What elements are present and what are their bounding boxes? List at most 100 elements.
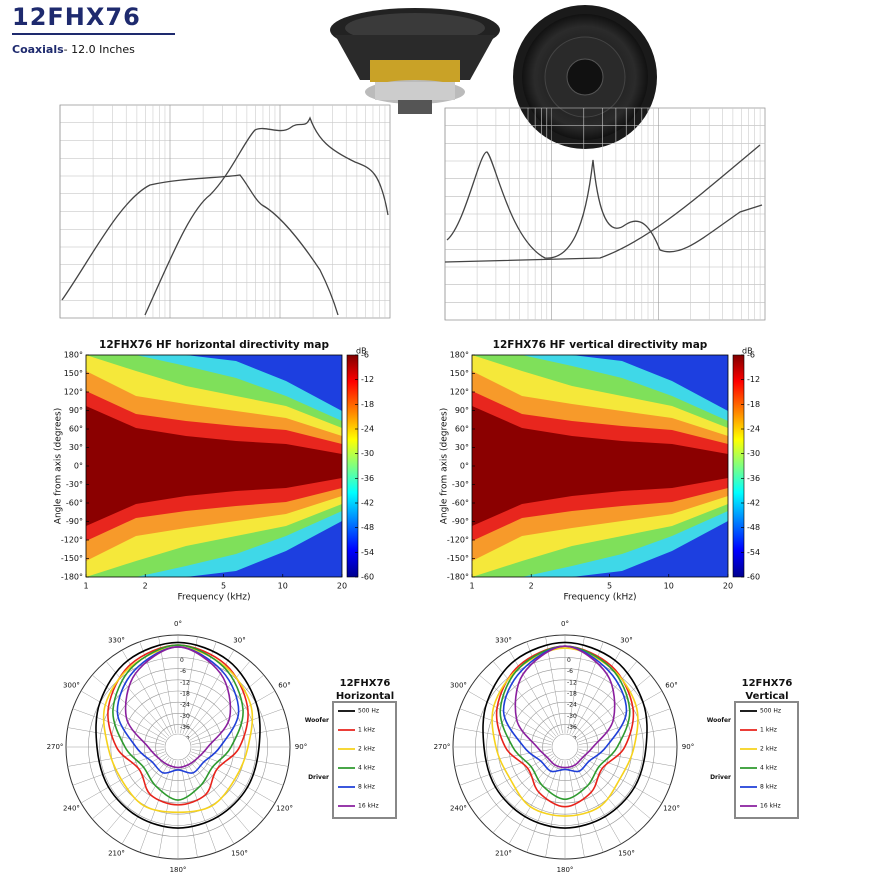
y-tick-label: 60° (69, 425, 83, 434)
polar-spoke (67, 749, 165, 767)
polar-curve (482, 641, 648, 829)
polar-spoke (508, 649, 559, 736)
y-tick-label: -180° (447, 573, 469, 582)
polar-spoke (191, 727, 289, 745)
polar-spoke (492, 661, 557, 737)
y-tick-label: -90° (452, 517, 469, 526)
y-tick-label: 30° (455, 443, 469, 452)
polar-spoke (72, 708, 165, 743)
polar-ring (497, 679, 633, 815)
x-tick-label: 5 (607, 582, 612, 591)
x-axis-label: Frequency (kHz) (563, 593, 636, 603)
legend-group: Woofer (707, 717, 731, 724)
x-tick-label: 1 (83, 582, 88, 591)
colorbar-tick-label: -54 (747, 548, 760, 557)
polar-spoke (573, 661, 638, 737)
legend-entry: 500 Hz (358, 708, 379, 715)
polar-spoke (105, 661, 170, 737)
polar-spoke (92, 674, 168, 739)
polar-spoke (180, 636, 198, 734)
angle-tick-label: 0° (174, 620, 182, 628)
colorbar-label: dB (356, 347, 367, 356)
polar-spoke (479, 674, 555, 739)
angle-tick-label: 150° (231, 850, 248, 858)
polar-spoke (526, 760, 561, 853)
legend-subtitle: Vertical (745, 691, 788, 702)
polar-curve (107, 644, 249, 806)
radial-tick-label: -24 (567, 702, 577, 709)
polar-spoke (139, 760, 174, 853)
angle-tick-label: 60° (665, 682, 677, 690)
polar-spoke (188, 674, 264, 739)
polar-curve (514, 645, 616, 769)
angle-tick-label: 210° (495, 850, 512, 858)
polar-spoke (92, 755, 168, 820)
frequency-response-chart (59, 104, 391, 319)
map-title: 12FHX76 HF horizontal directivity map (99, 339, 329, 351)
polar-spoke (191, 751, 284, 786)
polar-spoke (479, 755, 555, 820)
polar-plot: 0-6-12-18-24-30-36-420°30°60°90°120°150°… (47, 620, 397, 874)
directivity-heatmap (86, 355, 342, 577)
x-tick-label: 2 (143, 582, 148, 591)
polar-spoke (467, 690, 554, 741)
x-tick-label: 5 (221, 582, 226, 591)
product-subtitle: Coaxials- 12.0 Inches (12, 43, 135, 56)
polar-ring (144, 713, 212, 781)
angle-tick-label: 180° (170, 866, 187, 874)
legend-box (734, 701, 799, 819)
angle-tick-label: 30° (233, 636, 245, 644)
y-tick-label: 30° (69, 443, 83, 452)
size: - 12.0 Inches (64, 43, 135, 56)
polar-spoke (188, 755, 264, 820)
angle-tick-label: 330° (495, 636, 512, 644)
colorbar-tick-label: -24 (361, 425, 374, 434)
legend-group: Woofer (305, 717, 329, 724)
polar-spoke (508, 758, 559, 845)
colorbar-tick-label: -18 (747, 400, 760, 409)
y-tick-label: -120° (61, 536, 83, 545)
polar-spoke (567, 636, 585, 734)
angle-tick-label: 240° (63, 805, 80, 813)
colorbar-tick-label: -48 (747, 523, 760, 532)
angle-tick-label: 300° (63, 682, 80, 690)
colorbar-label: dB (742, 347, 753, 356)
y-tick-label: -60° (452, 499, 469, 508)
polar-spoke (578, 708, 671, 743)
radial-tick-label: -30 (180, 713, 190, 720)
polar-plot: 0-6-12-18-24-30-36-420°30°60°90°120°150°… (434, 620, 799, 874)
radial-tick-label: -24 (180, 702, 190, 709)
radial-tick-label: 0 (180, 657, 184, 664)
legend-entry: 16 kHz (358, 803, 379, 810)
colorbar-tick-label: -42 (747, 499, 760, 508)
angle-tick-label: 30° (620, 636, 632, 644)
legend-entry: 2 kHz (358, 746, 375, 753)
colorbar-tick-label: -60 (747, 573, 760, 582)
polar-ring (110, 679, 246, 815)
angle-tick-label: 150° (618, 850, 635, 858)
angle-tick-label: 180° (557, 866, 574, 874)
radial-tick-label: 0 (567, 657, 571, 664)
legend-entry: 1 kHz (760, 727, 777, 734)
colorbar-tick-label: -6 (747, 351, 755, 360)
polar-ring (121, 690, 235, 804)
polar-spoke (569, 760, 604, 853)
polar-spoke (67, 727, 165, 745)
colorbar-tick-label: -54 (361, 548, 374, 557)
polar-curve (102, 646, 254, 814)
polar-curve (491, 647, 639, 817)
legend-title: 12FHX76 (742, 678, 793, 689)
polar-spoke (182, 760, 217, 853)
polar-ring (486, 668, 644, 826)
y-tick-label: -30° (452, 480, 469, 489)
colorbar-tick-label: -48 (361, 523, 374, 532)
directivity-heatmap (472, 355, 728, 577)
y-tick-label: 150° (450, 369, 469, 378)
polar-ring (508, 690, 622, 804)
polar-spoke (578, 749, 676, 767)
polar-center (164, 733, 192, 761)
colorbar-tick-label: -30 (361, 449, 374, 458)
polar-spoke (545, 636, 563, 734)
